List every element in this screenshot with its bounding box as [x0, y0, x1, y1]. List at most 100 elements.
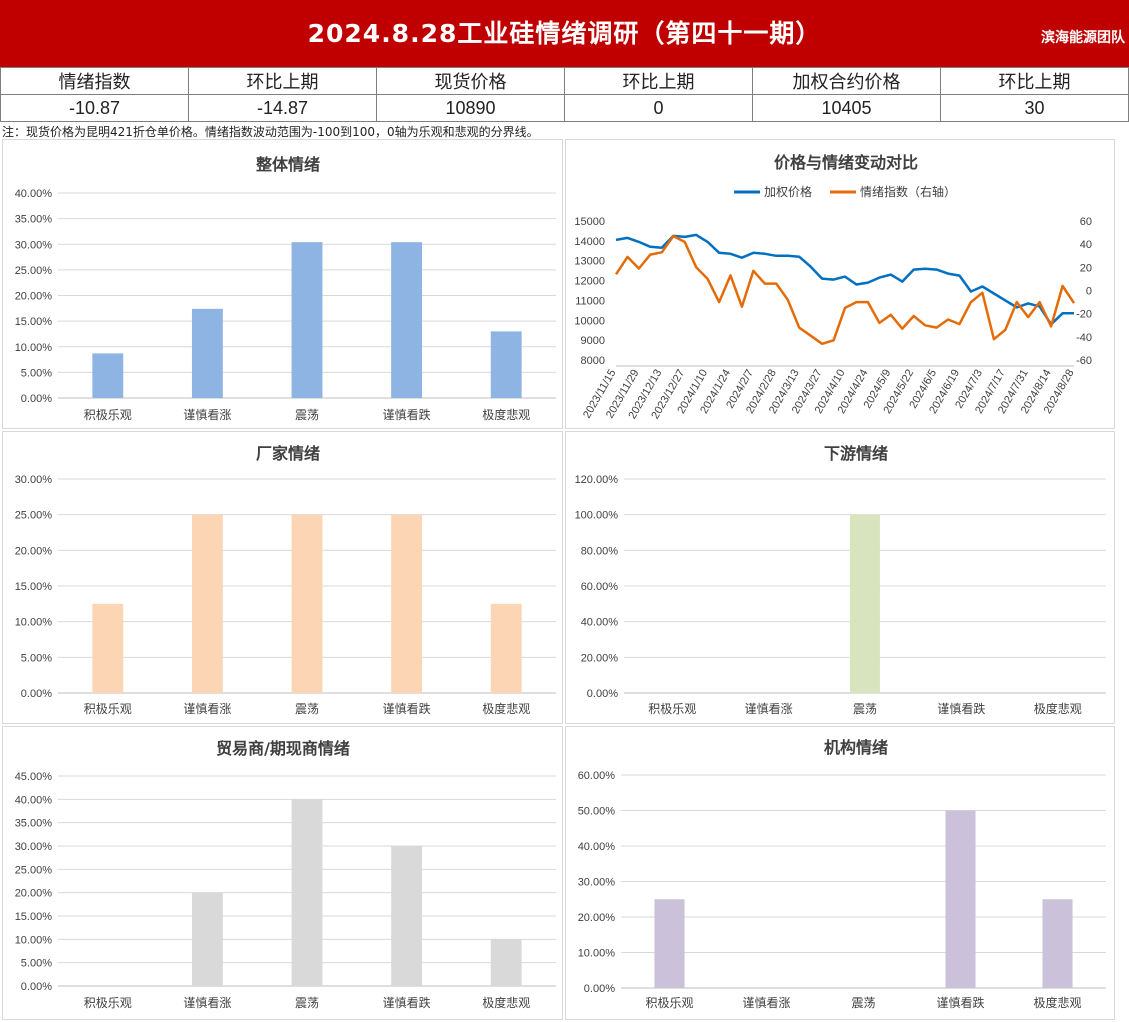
overall-bar [490, 331, 522, 398]
institution-category-label: 谨慎看跌 [936, 995, 984, 1010]
trader-bar [191, 892, 223, 986]
downstream-ytick-label: 40.00% [581, 617, 619, 629]
stats-header-spot-change: 环比上期 [564, 67, 753, 95]
compare-right-tick: 40 [1080, 239, 1092, 251]
trader-ytick-label: 30.00% [15, 841, 53, 853]
overall-category-label: 积极乐观 [84, 408, 132, 422]
institution-ytick-label: 10.00% [578, 948, 616, 960]
overall-ytick-label: 40.00% [15, 188, 53, 200]
trader-ytick-label: 45.00% [15, 771, 53, 783]
institution-ytick-label: 60.00% [578, 770, 616, 782]
compare-right-tick: -40 [1076, 332, 1092, 344]
compare-chart-title: 价格与情绪变动对比 [774, 153, 918, 172]
downstream-chart-svg: 下游情绪 0.00% 20.00% 40.00% 60.00% 80.00% 100.00%… [575, 444, 1106, 716]
institution-ytick-label: 20.00% [578, 912, 616, 924]
compare-left-tick: 14000 [574, 236, 605, 248]
producer-bar [291, 514, 323, 693]
trader-ytick-label: 5.00% [21, 958, 52, 970]
institution-bar [945, 810, 976, 988]
producer-bar [92, 603, 124, 693]
institution-ytick-label: 40.00% [578, 841, 616, 853]
stats-value-spot-price: 10890 [376, 94, 565, 122]
compare-left-tick: 10000 [574, 315, 605, 327]
downstream-category-label: 积极乐观 [648, 702, 696, 716]
team-name: 滨海能源团队 [1041, 30, 1125, 46]
compare-left-tick: 13000 [574, 256, 605, 268]
trader-bar [391, 846, 423, 986]
stats-header-weighted-change: 环比上期 [940, 67, 1129, 95]
stats-value-sentiment: -10.87 [0, 94, 189, 122]
trader-sentiment-panel: 贸易商/期现商情绪 0.00% 5.00% 10.00% 15.00% 20.00% 25.… [2, 726, 563, 1020]
downstream-ytick-label: 80.00% [581, 545, 619, 557]
institution-ytick-label: 30.00% [578, 877, 616, 889]
stats-header-spot-price: 现货价格 [376, 67, 565, 95]
producer-category-label: 积极乐观 [84, 702, 132, 716]
compare-left-tick: 8000 [581, 355, 605, 367]
stats-value-weighted-change: 30 [940, 94, 1129, 122]
producer-bar [391, 514, 423, 693]
overall-category-label: 谨慎看涨 [183, 407, 231, 422]
institution-sentiment-panel: 机构情绪 0.00% 10.00% 20.00% 30.00% 40.00% 50.00% 6… [565, 726, 1115, 1020]
compare-left-tick: 15000 [574, 216, 605, 228]
producer-category-label: 极度悲观 [482, 701, 530, 716]
stats-header-sentiment: 情绪指数 [0, 67, 189, 95]
trader-category-label: 震荡 [295, 996, 319, 1010]
trader-chart-title: 贸易商/期现商情绪 [216, 739, 350, 758]
institution-category-label: 震荡 [851, 996, 875, 1010]
institution-category-label: 积极乐观 [645, 996, 693, 1010]
overall-bar [391, 242, 423, 398]
compare-right-tick: 20 [1080, 262, 1092, 274]
trader-ytick-label: 10.00% [15, 934, 53, 946]
trader-bar [490, 939, 522, 986]
overall-bar [92, 353, 124, 398]
trader-ytick-label: 35.00% [15, 818, 53, 830]
institution-chart-title: 机构情绪 [824, 738, 888, 757]
producer-ytick-label: 20.00% [15, 545, 53, 557]
institution-chart-svg: 机构情绪 0.00% 10.00% 20.00% 30.00% 40.00% 50.00% 6… [578, 738, 1106, 1010]
producer-bar [490, 603, 522, 693]
producer-category-label: 谨慎看涨 [183, 701, 231, 716]
overall-bar [291, 242, 323, 398]
overall-chart-svg: 整体情绪 0.00% 5.00% 10.00% 15.00% 20.00% 25.00% 30… [15, 155, 556, 422]
downstream-bar [850, 514, 880, 693]
downstream-ytick-label: 20.00% [581, 652, 619, 664]
trader-ytick-label: 25.00% [15, 864, 53, 876]
overall-ytick-label: 5.00% [21, 367, 52, 379]
institution-ytick-label: 50.00% [578, 806, 616, 818]
downstream-ytick-label: 100.00% [575, 510, 619, 522]
producer-ytick-label: 10.00% [15, 617, 53, 629]
stats-header-row: 情绪指数 环比上期 现货价格 环比上期 加权合约价格 环比上期 [0, 67, 1129, 95]
overall-category-label: 极度悲观 [482, 407, 530, 422]
report-header: 2024.8.28工业硅情绪调研（第四十一期） 滨海能源团队 [0, 0, 1129, 67]
report-title: 2024.8.28工业硅情绪调研（第四十一期） [307, 19, 822, 48]
overall-category-label: 谨慎看跌 [383, 407, 431, 422]
downstream-ytick-label: 120.00% [575, 474, 619, 486]
downstream-ytick-label: 0.00% [587, 688, 618, 700]
institution-category-label: 极度悲观 [1033, 995, 1081, 1010]
producer-ytick-label: 30.00% [15, 474, 53, 486]
overall-ytick-label: 20.00% [15, 291, 53, 303]
institution-bar [1042, 899, 1073, 988]
stats-value-spot-change: 0 [564, 94, 753, 122]
legend-label: 情绪指数（右轴） [860, 184, 956, 199]
overall-ytick-label: 30.00% [15, 239, 53, 251]
footnote: 注：现货价格为昆明421折仓单价格。情绪指数波动范围为-100到100，0轴为乐… [2, 125, 539, 139]
overall-chart-title: 整体情绪 [255, 155, 320, 174]
trader-category-label: 极度悲观 [482, 995, 530, 1010]
overall-ytick-label: 25.00% [15, 265, 53, 277]
overall-ytick-label: 10.00% [15, 342, 53, 354]
trader-ytick-label: 20.00% [15, 888, 53, 900]
institution-ytick-label: 0.00% [584, 983, 615, 995]
producer-ytick-label: 25.00% [15, 510, 53, 522]
compare-left-tick: 9000 [581, 335, 605, 347]
series-line [615, 233, 1074, 326]
producer-ytick-label: 15.00% [15, 581, 53, 593]
compare-left-tick: 11000 [575, 295, 605, 307]
institution-category-label: 谨慎看涨 [742, 995, 790, 1010]
producer-category-label: 震荡 [295, 702, 319, 716]
overall-ytick-label: 15.00% [15, 316, 53, 328]
producer-chart-svg: 厂家情绪 0.00% 5.00% 10.00% 15.00% 20.00% 25.00% 30… [15, 444, 556, 716]
overall-sentiment-panel: 整体情绪 0.00% 5.00% 10.00% 15.00% 20.00% 25.00% 30… [2, 139, 563, 429]
producer-sentiment-panel: 厂家情绪 0.00% 5.00% 10.00% 15.00% 20.00% 25.00% 30… [2, 431, 563, 724]
stats-table: 情绪指数 环比上期 现货价格 环比上期 加权合约价格 环比上期 -10.87 -… [0, 67, 1129, 122]
